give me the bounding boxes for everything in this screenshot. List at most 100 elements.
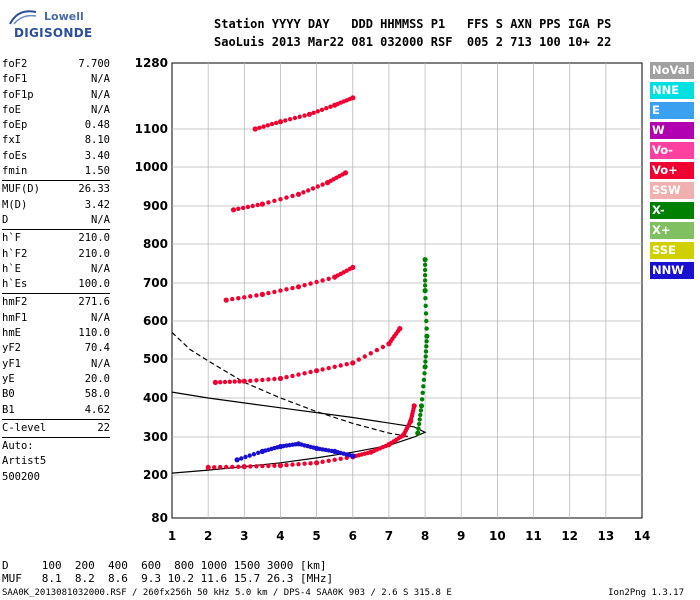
legend-item: NNW	[650, 262, 694, 279]
echo-point	[290, 285, 295, 291]
echo-point	[420, 390, 425, 395]
echo-point	[324, 106, 329, 111]
echo-point	[306, 111, 312, 117]
echo-point	[237, 379, 242, 384]
param-value: 3.42	[84, 198, 110, 211]
echo-point	[252, 126, 258, 132]
echo-point	[418, 412, 423, 418]
echo-point	[222, 379, 228, 385]
param-row: M(D) 3.42	[2, 198, 110, 213]
echo-point	[418, 403, 425, 409]
y-tick-label: 400	[143, 391, 168, 405]
param-key: yF1	[2, 357, 21, 370]
x-tick-label: 4	[276, 529, 284, 543]
echo-point	[421, 377, 427, 382]
echo-point	[295, 284, 302, 290]
echo-point	[422, 283, 428, 288]
echo-point	[212, 379, 218, 385]
param-row: foEp 0.48	[2, 118, 110, 133]
echo-point	[320, 182, 325, 187]
echo-point	[302, 283, 307, 288]
echo-point	[254, 378, 259, 383]
echo-point	[260, 463, 265, 469]
param-key: fxI	[2, 134, 21, 147]
echo-point	[255, 202, 260, 208]
echo-point	[308, 461, 313, 466]
echo-point	[350, 453, 356, 459]
echo-point	[266, 290, 271, 296]
legend-item: X+	[650, 222, 694, 239]
y-tick-label: 700	[143, 276, 168, 290]
param-separator	[2, 229, 110, 231]
echo-point	[254, 293, 259, 298]
param-value: N/A	[91, 262, 110, 275]
echo-point	[274, 120, 279, 126]
param-value: 58.0	[84, 388, 110, 401]
echo-point	[266, 200, 271, 205]
echo-point	[260, 377, 265, 383]
echo-point	[422, 278, 428, 283]
param-key: B1	[2, 403, 15, 416]
echo-point	[278, 288, 283, 293]
echo-point	[424, 339, 429, 344]
param-separator	[2, 180, 110, 182]
echo-point	[265, 123, 270, 128]
param-row: yE 20.0	[2, 372, 110, 387]
echo-point	[320, 367, 325, 372]
param-key: hmF1	[2, 311, 28, 324]
param-note: 500200	[2, 470, 40, 483]
legend-item: W	[650, 122, 694, 139]
header-line1: Station YYYY DAY DDD HHMMSS P1 FFS S AXN…	[214, 17, 612, 31]
echo-point	[297, 114, 302, 120]
param-row: hmE 110.0	[2, 326, 110, 341]
param-key: fmin	[2, 165, 28, 178]
param-value: N/A	[91, 213, 110, 226]
param-key: hmF2	[2, 296, 28, 309]
x-tick-label: 5	[312, 529, 320, 543]
echo-point	[284, 287, 289, 292]
echo-point	[421, 384, 426, 389]
echo-point	[266, 377, 271, 382]
echo-point	[424, 326, 429, 331]
echo-point	[422, 288, 428, 294]
legend-item: X-	[650, 202, 694, 219]
echo-point	[230, 207, 237, 213]
echo-point	[290, 462, 295, 467]
legend-item: SSW	[650, 182, 694, 199]
echo-point	[236, 464, 241, 469]
echo-point	[423, 303, 428, 308]
param-value: N/A	[91, 103, 110, 116]
param-row: D N/A	[2, 213, 110, 228]
param-key: foF2	[2, 58, 28, 70]
x-tick-label: 3	[240, 529, 248, 543]
echo-point	[310, 186, 316, 191]
param-key: foF1	[2, 73, 28, 86]
param-value: 70.4	[84, 342, 110, 355]
echo-point	[302, 371, 307, 376]
echo-point	[314, 279, 319, 285]
echo-point	[241, 464, 247, 470]
param-row: MUF(D) 26.33	[2, 182, 110, 197]
x-tick-label: 6	[349, 529, 357, 543]
echo-point	[422, 273, 428, 278]
param-value: 1.50	[84, 165, 110, 178]
param-value: N/A	[91, 357, 110, 370]
echo-point	[350, 95, 356, 101]
legend-item: NoVal	[650, 62, 694, 79]
echo-point	[302, 113, 307, 118]
y-tick-label: 300	[143, 430, 168, 444]
y-tick-label: 900	[143, 199, 168, 213]
echo-point	[284, 375, 289, 380]
echo-point	[248, 378, 253, 383]
header-line2: SaoLuis 2013 Mar22 081 032000 RSF 005 2 …	[214, 35, 612, 49]
x-tick-label: 10	[489, 529, 506, 543]
echo-point	[314, 460, 320, 466]
echo-point	[266, 463, 271, 469]
param-separator	[2, 293, 110, 295]
echo-point	[292, 115, 298, 121]
legend-item: NNE	[650, 82, 694, 99]
echo-point	[236, 206, 241, 211]
param-row: hmF2 271.6	[2, 295, 110, 310]
param-row: B0 58.0	[2, 387, 110, 402]
echo-point	[218, 380, 223, 385]
